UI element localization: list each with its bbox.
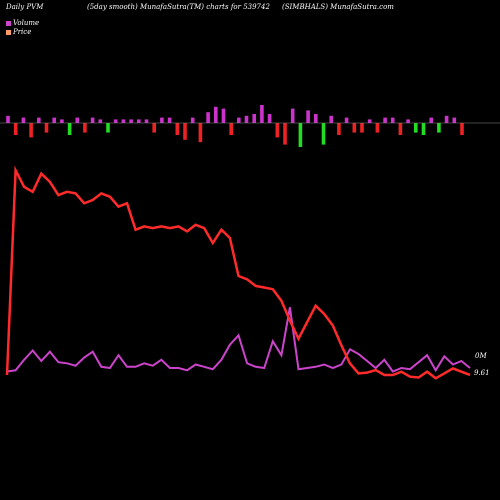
pvm-bar <box>267 114 272 123</box>
price-end-label: 9.61 <box>474 369 490 377</box>
pvm-bar <box>337 123 341 135</box>
legend-volume-label: Volume <box>13 19 40 27</box>
pvm-bar <box>121 119 126 123</box>
pvm-bar <box>406 119 410 123</box>
pvm-bar <box>398 123 403 135</box>
pvm-bar <box>283 123 287 145</box>
pvm-bar <box>21 117 26 123</box>
volume-end-label: 0M <box>475 352 487 360</box>
legend-price: Price <box>6 28 31 36</box>
pvm-bar <box>221 108 226 123</box>
chart-title-middle: (5day smooth) MunafaSutra(TM) charts for… <box>87 3 270 11</box>
pvm-bar <box>252 114 256 123</box>
legend-volume-swatch <box>6 20 11 26</box>
pvm-bar <box>44 123 49 133</box>
chart-title-left: Daily PVM <box>6 3 44 11</box>
pvm-bar <box>429 117 433 123</box>
pvm-bar <box>206 112 210 123</box>
legend-price-swatch <box>6 29 11 35</box>
pvm-bar <box>183 123 187 140</box>
pvm-bar <box>275 123 280 138</box>
legend-price-label: Price <box>13 28 32 36</box>
pvm-bar <box>106 123 110 133</box>
pvm-bar <box>314 114 318 123</box>
price-line <box>5 165 471 380</box>
pvm-bar <box>160 117 164 123</box>
pvm-bar <box>229 123 233 135</box>
pvm-bar <box>360 123 364 133</box>
pvm-bar <box>198 123 203 143</box>
pvm-bar <box>437 123 441 133</box>
pvm-bar <box>144 119 149 123</box>
volume-line <box>6 307 471 373</box>
pvm-bar <box>98 119 103 123</box>
pvm-bar <box>13 123 18 135</box>
pvm-bar <box>190 117 195 123</box>
pvm-bar <box>237 117 241 123</box>
pvm-bar <box>306 110 310 123</box>
pvm-bar <box>352 123 357 133</box>
pvm-bar <box>152 123 156 133</box>
legend-volume: Volume <box>6 19 39 27</box>
pvm-bar <box>329 115 333 123</box>
pvm-bar <box>260 105 264 123</box>
pvm-bars <box>6 105 464 147</box>
pvm-bar <box>290 108 295 123</box>
pvm-bar <box>444 115 449 123</box>
pvm-bar <box>90 117 95 123</box>
pvm-bar <box>344 117 349 123</box>
pvm-bar <box>383 117 387 123</box>
pvm-bar <box>298 123 303 147</box>
pvm-bar <box>167 117 172 123</box>
pvm-bar <box>214 106 218 123</box>
pvm-bar <box>67 123 72 135</box>
pvm-bar <box>37 117 41 123</box>
pvm-bar <box>244 115 249 123</box>
pvm-bar <box>175 123 180 135</box>
pvm-bar <box>375 123 380 133</box>
pvm-bar <box>6 115 10 123</box>
pvm-bar <box>75 117 80 123</box>
pvm-bar <box>460 123 464 135</box>
pvm-bar <box>29 123 33 138</box>
pvm-bar <box>390 117 395 123</box>
pvm-bar <box>414 123 418 133</box>
pvm-bar <box>367 119 372 123</box>
pvm-bar <box>113 119 118 123</box>
pvm-bar <box>52 117 56 123</box>
pvm-bar <box>137 119 141 123</box>
pvm-bar <box>421 123 426 135</box>
pvm-bar <box>321 123 326 145</box>
pvm-bar <box>129 119 133 123</box>
pvm-bar <box>83 123 87 133</box>
pvm-bar <box>452 117 457 123</box>
pvm-bar <box>60 119 64 123</box>
chart-title-right: (SIMBHALS) MunafaSutra.com <box>282 3 394 11</box>
